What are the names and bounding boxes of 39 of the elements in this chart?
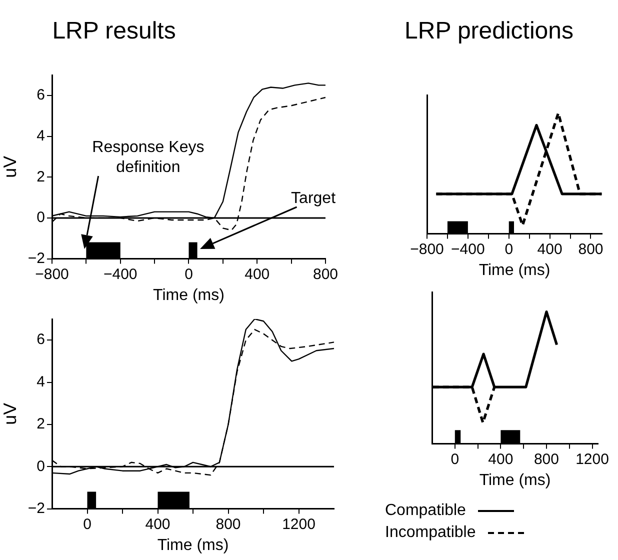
x-tick-label: 1200 xyxy=(282,516,316,533)
x-tick-label: −800 xyxy=(35,266,69,283)
x-tick-label: 0 xyxy=(504,240,514,258)
x-tick-label: 400 xyxy=(488,450,514,468)
legend-label: Incompatible xyxy=(385,524,476,542)
legend-label: Compatible xyxy=(385,502,466,520)
x-tick-label: 0 xyxy=(450,450,460,468)
y-tick-label: 6 xyxy=(36,331,45,348)
y-tick-label: 4 xyxy=(36,127,45,144)
x-tick-label: 0 xyxy=(83,516,92,533)
y-tick-label: −2 xyxy=(28,500,45,517)
x-tick-label: 1200 xyxy=(576,450,609,468)
x-tick-label: 800 xyxy=(216,516,241,533)
x-tick-label: 400 xyxy=(244,266,270,283)
x-axis-title: Time (ms) xyxy=(479,472,551,489)
x-tick-label: 800 xyxy=(312,266,338,283)
x-tick-label: 800 xyxy=(534,450,559,468)
y-tick-label: −2 xyxy=(28,250,45,267)
x-tick-label: −800 xyxy=(410,240,444,258)
x-tick-label: 800 xyxy=(578,240,604,258)
y-tick-label: 2 xyxy=(36,416,45,433)
y-tick-label: 6 xyxy=(36,86,45,104)
y-axis-title: uV xyxy=(0,156,20,178)
x-tick-label: 400 xyxy=(537,240,562,258)
y-tick-label: 4 xyxy=(36,373,45,390)
x-tick-label: 0 xyxy=(184,266,193,283)
y-tick-label: 0 xyxy=(36,209,45,226)
x-tick-label: 400 xyxy=(145,516,170,533)
x-tick-label: −400 xyxy=(451,240,485,258)
x-axis-title: Time (ms) xyxy=(157,536,229,554)
x-axis-title: Time (ms) xyxy=(153,286,224,304)
x-axis-title: Time (ms) xyxy=(478,262,550,279)
x-tick-label: −400 xyxy=(103,266,138,283)
annotation: Response Keys definition xyxy=(92,139,204,176)
chart-title: LRP predictions xyxy=(404,18,574,45)
annotation: Target xyxy=(291,190,336,208)
y-axis-title: uV xyxy=(0,402,20,425)
y-tick-label: 2 xyxy=(36,168,45,186)
chart-title: LRP results xyxy=(52,18,176,45)
